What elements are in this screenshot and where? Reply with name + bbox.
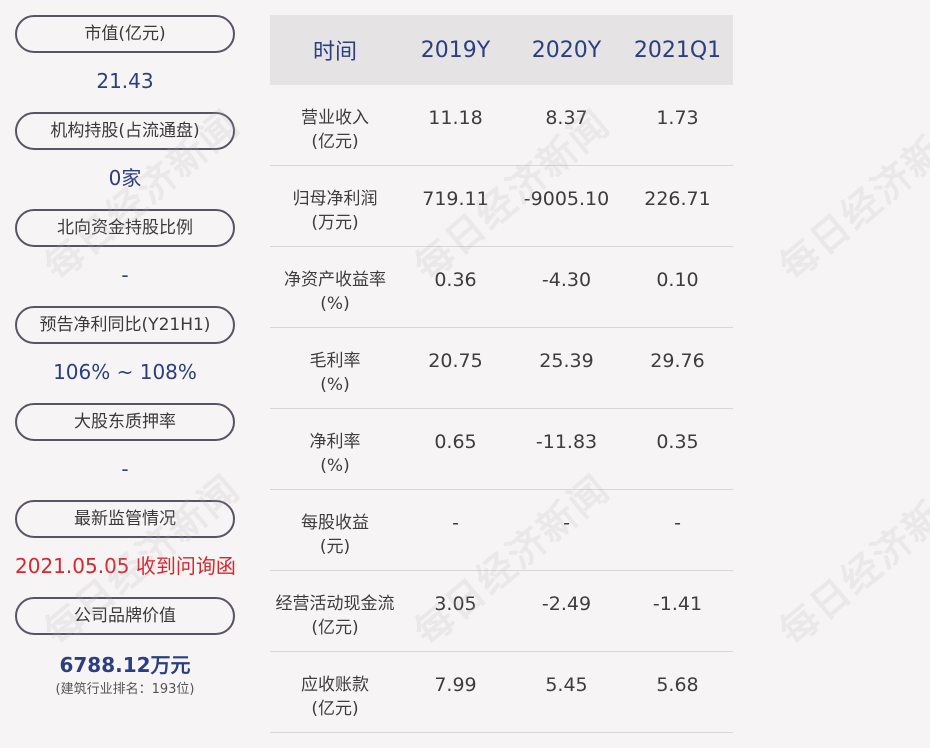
header-2019y: 2019Y <box>420 37 491 63</box>
row-label: 归母净利润 (万元) <box>292 189 378 233</box>
table-cell: -1.41 <box>652 593 703 615</box>
watermark-text: 每日经济新闻 <box>771 466 930 655</box>
table-cell: 1.73 <box>656 107 699 129</box>
table-row: 营业收入 (亿元) 11.18 8.37 1.73 <box>270 85 733 166</box>
table-cell: -11.83 <box>535 431 598 453</box>
table-row: 净利率 (%) 0.65 -11.83 0.35 <box>270 409 733 490</box>
brand-value: 6788.12万元 <box>59 653 191 677</box>
table-cell: 29.76 <box>650 350 705 372</box>
metric-label-institutional-holding: 机构持股(占流通盘) <box>15 112 235 150</box>
table-cell: - <box>452 512 459 534</box>
table-row: 经营活动现金流 (亿元) 3.05 -2.49 -1.41 <box>270 571 733 652</box>
table-cell: 11.18 <box>428 107 483 129</box>
table-cell: - <box>563 512 570 534</box>
watermark-text: 每日经济新闻 <box>771 101 930 290</box>
table-cell: 0.10 <box>656 269 699 291</box>
financial-table: 时间 2019Y 2020Y 2021Q1 营业收入 (亿元) 11.18 8.3… <box>270 15 733 733</box>
table-cell: 0.35 <box>656 431 699 453</box>
metric-label-regulatory: 最新监管情况 <box>15 500 235 538</box>
metric-value-northbound-ratio: - <box>121 263 129 287</box>
row-label: 经营活动现金流 (亿元) <box>275 594 395 638</box>
row-label: 净资产收益率 (%) <box>284 270 386 314</box>
row-label: 应收账款 (亿元) <box>301 675 369 719</box>
table-cell: 5.45 <box>545 674 588 696</box>
table-cell: 0.36 <box>434 269 477 291</box>
metric-value-regulatory: 2021.05.05 收到问询函 <box>15 554 236 578</box>
table-cell: 25.39 <box>539 350 594 372</box>
table-row: 归母净利润 (万元) 719.11 -9005.10 226.71 <box>270 166 733 247</box>
metric-value-brand: 6788.12万元 (建筑行业排名：193位) <box>15 635 235 697</box>
metric-value-institutional-holding: 0家 <box>108 166 142 190</box>
table-cell: -9005.10 <box>523 188 610 210</box>
table-row: 应收账款 (亿元) 7.99 5.45 5.68 <box>270 652 733 733</box>
metric-label-northbound-ratio: 北向资金持股比例 <box>15 209 235 247</box>
metric-label-brand-value: 公司品牌价值 <box>15 597 235 635</box>
header-period: 时间 <box>312 40 357 65</box>
metric-label-market-cap: 市值(亿元) <box>15 15 235 53</box>
table-cell: -4.30 <box>541 269 592 291</box>
table-cell: 0.65 <box>434 431 477 453</box>
table-cell: - <box>674 512 681 534</box>
table-cell: 3.05 <box>434 593 477 615</box>
metric-value-market-cap: 21.43 <box>96 69 154 93</box>
table-row: 毛利率 (%) 20.75 25.39 29.76 <box>270 328 733 409</box>
row-label: 每股收益 (元) <box>301 513 369 557</box>
metric-label-pledge-ratio: 大股东质押率 <box>15 403 235 441</box>
row-label: 营业收入 (亿元) <box>301 108 369 152</box>
table-cell: -2.49 <box>541 593 592 615</box>
metric-value-profit-forecast: 106% ~ 108% <box>53 360 197 384</box>
table-header: 时间 2019Y 2020Y 2021Q1 <box>270 15 733 85</box>
row-label: 毛利率 (%) <box>309 351 361 395</box>
row-label: 净利率 (%) <box>309 432 361 476</box>
header-2020y: 2020Y <box>531 37 602 63</box>
table-cell: 20.75 <box>428 350 483 372</box>
header-2021q1: 2021Q1 <box>633 37 722 63</box>
brand-rank: (建筑行业排名：193位) <box>55 682 195 697</box>
metric-label-profit-forecast: 预告净利同比(Y21H1) <box>15 306 235 344</box>
table-cell: 719.11 <box>422 188 489 210</box>
table-row: 每股收益 (元) - - - <box>270 490 733 571</box>
table-cell: 226.71 <box>644 188 711 210</box>
table-row: 净资产收益率 (%) 0.36 -4.30 0.10 <box>270 247 733 328</box>
metrics-panel: 市值(亿元) 21.43 机构持股(占流通盘) 0家 北向资金持股比例 - 预告… <box>15 15 236 697</box>
metric-value-pledge-ratio: - <box>121 457 129 481</box>
table-cell: 8.37 <box>545 107 588 129</box>
table-cell: 7.99 <box>434 674 477 696</box>
table-cell: 5.68 <box>656 674 699 696</box>
